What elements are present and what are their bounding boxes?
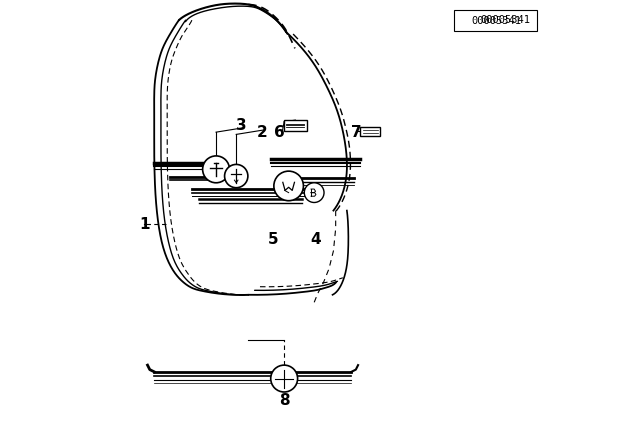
Text: 2: 2 (257, 125, 267, 140)
Text: 6: 6 (275, 125, 285, 140)
Text: 5: 5 (268, 232, 278, 247)
Bar (454, 10, 538, 31)
Circle shape (203, 156, 230, 183)
Text: 1: 1 (139, 216, 150, 232)
Circle shape (304, 183, 324, 202)
FancyBboxPatch shape (284, 120, 307, 131)
Circle shape (225, 164, 248, 188)
Text: 3: 3 (236, 118, 247, 133)
Text: 8: 8 (279, 393, 289, 409)
Text: 00005341: 00005341 (471, 16, 521, 26)
FancyBboxPatch shape (360, 127, 380, 136)
Text: 7: 7 (351, 125, 361, 140)
Text: 00005341: 00005341 (481, 15, 531, 25)
Circle shape (274, 171, 303, 201)
Text: 4: 4 (310, 232, 321, 247)
Circle shape (271, 365, 298, 392)
